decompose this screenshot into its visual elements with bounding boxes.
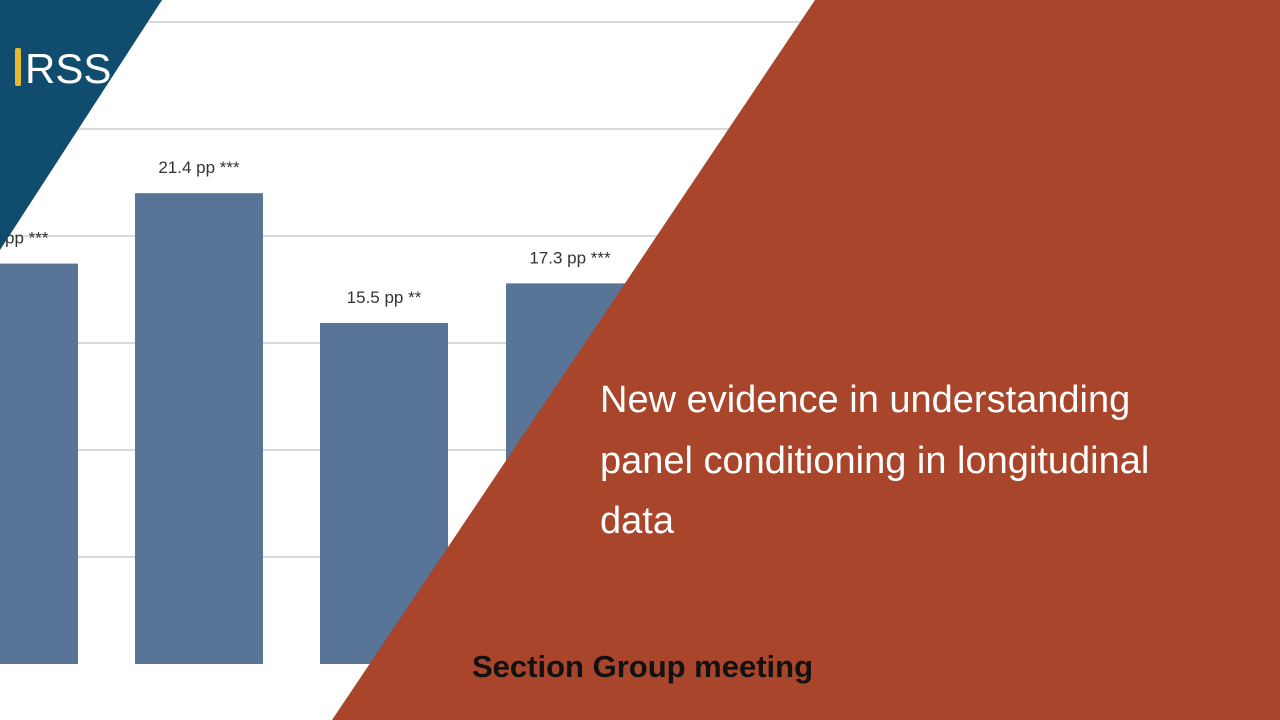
bar [0,263,78,664]
value-label: pp *** [5,229,49,248]
title-line: New evidence in understanding [600,379,1130,421]
value-label: 21.4 pp *** [158,158,240,177]
title: New evidence in understanding panel cond… [600,379,1149,542]
title-line: data [600,500,675,542]
logo: RSS [25,45,111,92]
bar [135,193,263,664]
blue-corner [0,0,162,250]
value-label: 15.5 pp ** [347,288,422,307]
orange-panel [332,0,1280,720]
subtitle: Section Group meeting [472,649,813,684]
title-line: panel conditioning in longitudinal [600,440,1149,482]
logo-bar [15,48,21,86]
value-label: 17.3 pp *** [529,248,611,267]
